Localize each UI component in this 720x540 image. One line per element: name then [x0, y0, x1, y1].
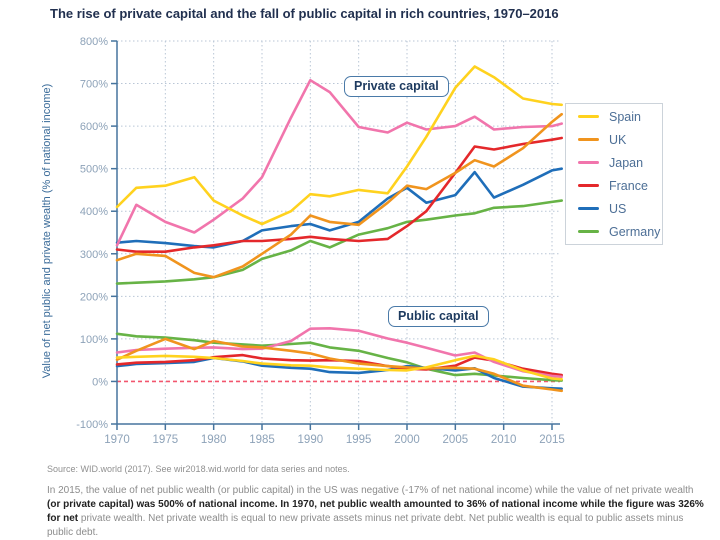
figure-description-part1: In 2015, the value of net public wealth …	[47, 485, 694, 496]
legend-item-france: France	[566, 174, 662, 197]
legend-label-uk: UK	[609, 132, 627, 147]
japan-private-line	[115, 78, 564, 247]
x-tick-label-1975: 1975	[153, 434, 179, 446]
us-color-swatch	[578, 206, 599, 211]
figure-description: In 2015, the value of net public wealth …	[47, 484, 709, 540]
japan-color-swatch	[578, 160, 599, 165]
france-color-swatch	[578, 183, 599, 188]
legend: Spain UK Japan France US Germany	[565, 103, 663, 245]
y-tick-label-800: 800%	[80, 36, 108, 48]
legend-label-france: France	[609, 178, 648, 193]
y-tick-label-100: 100%	[80, 334, 108, 346]
legend-item-us: US	[566, 197, 662, 220]
private-capital-annotation: Private capital	[344, 76, 449, 97]
legend-label-japan: Japan	[609, 155, 644, 170]
source-note: Source: WID.world (2017). See wir2018.wi…	[47, 464, 350, 474]
public-capital-annotation: Public capital	[388, 306, 489, 327]
figure-description-part3: private wealth. Net private wealth is eq…	[47, 513, 684, 538]
x-tick-label-2000: 2000	[394, 434, 420, 446]
uk-color-swatch	[578, 137, 599, 142]
x-tick-label-1995: 1995	[346, 434, 372, 446]
y-tick-label-500: 500%	[80, 164, 108, 176]
y-tick-label-400: 400%	[80, 206, 108, 218]
y-tick-label-0: 0%	[92, 376, 108, 388]
legend-label-us: US	[609, 201, 627, 216]
x-tick-label-2015: 2015	[539, 434, 565, 446]
japan-public-line	[115, 326, 564, 379]
france-private-line	[115, 136, 564, 253]
germany-private-line	[115, 199, 564, 285]
x-tick-label-1990: 1990	[298, 434, 324, 446]
x-tick-label-1970: 1970	[104, 434, 130, 446]
y-tick-label-600: 600%	[80, 121, 108, 133]
uk-public-line	[115, 337, 564, 393]
y-tick-label-200: 200%	[80, 291, 108, 303]
x-tick-label-2010: 2010	[491, 434, 517, 446]
y-tick-label-700: 700%	[80, 79, 108, 91]
x-tick-label-1980: 1980	[201, 434, 227, 446]
spain-color-swatch	[578, 114, 599, 119]
x-tick-label-1985: 1985	[249, 434, 275, 446]
spain-private-line	[115, 65, 564, 226]
line-chart-canvas: 800% 700% 600% 500% 400% 300% 200% 100% 0% -100% 1…	[76, 36, 565, 446]
uk-private-line	[115, 112, 564, 279]
spain-public-line	[115, 354, 564, 381]
y-tick-label-300: 300%	[80, 249, 108, 261]
x-tick-label-2005: 2005	[443, 434, 469, 446]
legend-label-spain: Spain	[609, 109, 641, 124]
legend-item-japan: Japan	[566, 151, 662, 174]
us-public-line	[115, 356, 564, 391]
legend-item-spain: Spain	[566, 105, 662, 128]
chart-title: The rise of private capital and the fall…	[50, 6, 559, 21]
y-tick-label--100: -100%	[76, 419, 108, 431]
legend-item-germany: Germany	[566, 220, 662, 243]
legend-label-germany: Germany	[609, 224, 661, 239]
y-axis-title: Value of net public and private wealth (…	[41, 83, 53, 379]
germany-color-swatch	[578, 229, 599, 234]
figure-description-part2: (or private capital) was 500% of nationa…	[47, 499, 704, 524]
legend-item-uk: UK	[566, 128, 662, 151]
